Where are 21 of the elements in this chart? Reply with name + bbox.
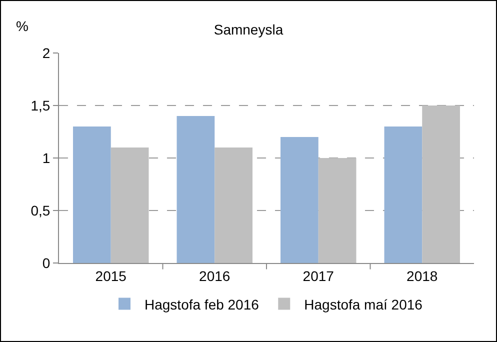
bar xyxy=(214,148,252,263)
bar xyxy=(318,158,356,263)
x-tick-label: 2016 xyxy=(199,268,230,284)
bar xyxy=(384,126,422,263)
bar xyxy=(73,126,111,263)
y-tick-label: 1 xyxy=(42,150,50,166)
bar xyxy=(280,137,318,263)
y-tick-label: 2 xyxy=(42,44,50,61)
legend-label: Hagstofa feb 2016 xyxy=(144,296,260,312)
y-tick-label: 1,5 xyxy=(30,97,50,114)
legend-label: Hagstofa maí 2016 xyxy=(304,296,423,312)
y-tick-label: 0 xyxy=(42,254,50,271)
chart-title: Samneysla xyxy=(214,22,284,38)
y-axis-title: % xyxy=(16,18,28,34)
bar xyxy=(176,116,215,263)
y-tick-label: 0,5 xyxy=(30,202,50,218)
x-tick-label: 2018 xyxy=(406,268,438,284)
bar xyxy=(422,106,460,263)
x-tick-label: 2015 xyxy=(95,268,127,284)
bar xyxy=(110,148,149,263)
x-tick-label: 2017 xyxy=(302,268,334,284)
